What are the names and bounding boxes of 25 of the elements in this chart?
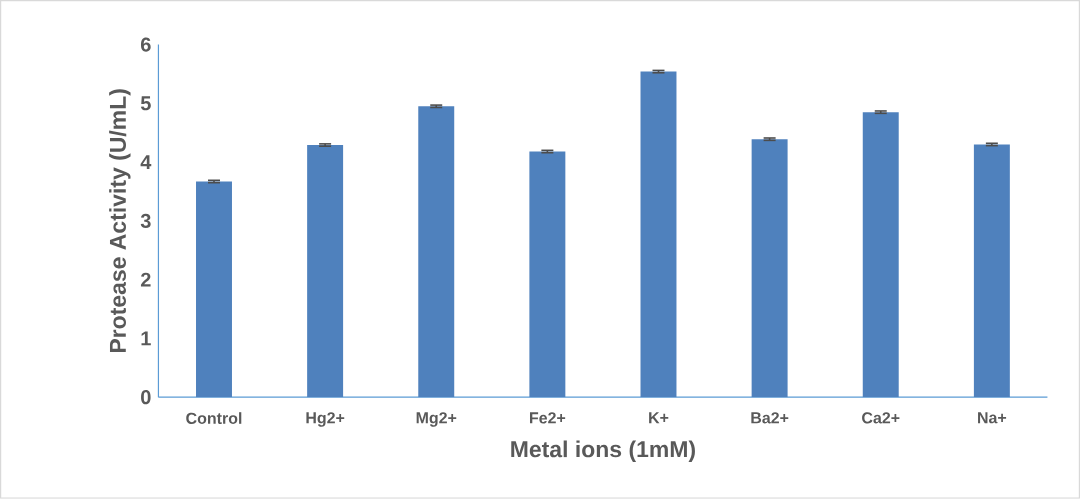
- x-tick-label: Fe2+: [530, 412, 566, 424]
- y-tick-label: 3: [140, 213, 151, 229]
- bar: [640, 71, 677, 398]
- x-axis-title: Metal ions (1mM): [511, 440, 695, 463]
- y-axis-title: Protease Activity (U/mL): [109, 89, 131, 353]
- x-tick-label: K+: [649, 412, 669, 424]
- y-tick-label: 5: [140, 96, 151, 111]
- bar: [418, 106, 455, 398]
- y-tick-label: 2: [140, 272, 151, 287]
- bar: [973, 144, 1010, 398]
- x-tick-label: Na+: [978, 412, 1007, 424]
- x-tick-label: Ba2+: [751, 412, 789, 424]
- bar: [307, 145, 344, 398]
- x-tick-label: Mg2+: [416, 412, 457, 427]
- y-tick-label: 4: [140, 155, 152, 170]
- x-tick-label: Hg2+: [306, 412, 345, 427]
- y-tick-label: 0: [141, 390, 151, 405]
- bar: [862, 112, 899, 398]
- x-tick-label: Ca2+: [862, 412, 900, 424]
- bar: [529, 151, 566, 398]
- y-tick-label: 6: [140, 37, 151, 52]
- bar: [751, 139, 788, 398]
- bar: [196, 181, 232, 398]
- x-tick-label: Control: [186, 412, 242, 425]
- y-tick-label: 1: [141, 331, 151, 346]
